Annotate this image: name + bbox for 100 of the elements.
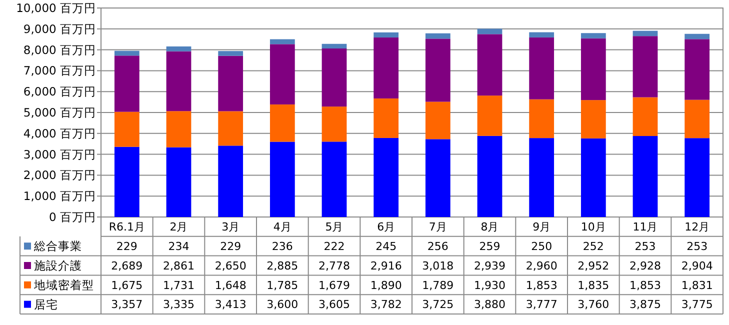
bar — [529, 32, 554, 38]
data-label: 2,778 — [318, 259, 350, 272]
bar — [322, 142, 347, 217]
data-label: 236 — [272, 240, 293, 253]
data-label: 259 — [479, 240, 500, 253]
bar — [166, 51, 192, 112]
bar — [166, 147, 192, 217]
data-label: 2,960 — [526, 259, 558, 272]
x-tick-label: 9月 — [532, 220, 551, 234]
bar — [270, 104, 295, 142]
bar — [374, 98, 399, 138]
bar — [166, 46, 192, 52]
y-tick-label: 4,000 百万円 — [23, 126, 96, 140]
data-label: 2,916 — [370, 259, 402, 272]
legend-label: 居宅 — [34, 297, 58, 312]
bar — [166, 111, 192, 148]
bar — [684, 138, 710, 217]
x-tick-label: 8月 — [480, 220, 499, 234]
bar — [580, 33, 606, 38]
data-label: 3,413 — [214, 298, 246, 312]
data-label: 222 — [324, 240, 345, 253]
y-tick-label: 6,000 百万円 — [23, 84, 96, 99]
bar — [114, 56, 140, 112]
x-tick-label: 2月 — [170, 220, 188, 234]
data-label: 3,880 — [474, 298, 506, 312]
data-label: 3,760 — [578, 298, 610, 312]
bar — [218, 146, 244, 217]
y-tick-label: 1,000 百万円 — [23, 189, 96, 204]
y-tick-label: 8,000 百万円 — [23, 42, 96, 57]
y-tick-label: 10,000 百万円 — [16, 1, 96, 16]
x-tick-label: R6.1月 — [108, 220, 145, 234]
data-label: 2,689 — [111, 259, 143, 272]
data-label: 253 — [686, 240, 708, 253]
bar — [477, 34, 502, 96]
x-tick-label: 11月 — [632, 220, 658, 234]
data-label: 1,930 — [474, 278, 506, 292]
data-label: 3,018 — [422, 259, 454, 272]
data-label: 234 — [168, 240, 190, 253]
bar — [580, 38, 606, 100]
y-tick-label: 7,000 百万円 — [23, 64, 96, 78]
data-label: 250 — [531, 240, 552, 253]
x-tick-label: 4月 — [273, 220, 292, 234]
bar — [632, 97, 658, 136]
y-tick-label: 0 百万円 — [49, 210, 96, 224]
y-tick-label: 9,000 百万円 — [23, 22, 96, 36]
bar — [218, 56, 244, 112]
data-label: 1,675 — [111, 278, 143, 292]
x-tick-label: 6月 — [377, 220, 396, 234]
data-label: 253 — [634, 240, 656, 253]
data-label: 3,782 — [370, 298, 402, 312]
data-label: 3,725 — [422, 298, 454, 312]
bar — [374, 32, 399, 38]
data-label: 1,835 — [578, 278, 610, 292]
bar — [632, 136, 658, 217]
data-label: 3,875 — [630, 298, 661, 312]
data-label: 1,890 — [370, 278, 402, 292]
bar — [218, 111, 244, 146]
data-label: 1,731 — [163, 278, 194, 292]
data-label: 229 — [116, 240, 138, 253]
data-label: 3,777 — [526, 298, 558, 312]
data-label: 3,357 — [111, 298, 143, 312]
bar — [477, 28, 502, 34]
legend-label: 総合事業 — [33, 239, 82, 254]
bar — [270, 44, 295, 104]
data-label: 3,775 — [681, 298, 713, 312]
bar — [632, 30, 658, 36]
data-label: 1,789 — [422, 278, 454, 292]
data-label: 2,650 — [214, 259, 246, 272]
data-label: 1,831 — [681, 278, 713, 292]
data-label: 1,648 — [214, 278, 246, 292]
bar — [425, 139, 450, 217]
bar — [425, 38, 450, 102]
bar — [218, 51, 244, 56]
data-label: 3,335 — [163, 298, 194, 312]
bar — [529, 99, 554, 138]
data-label: 229 — [220, 240, 242, 253]
bar — [580, 138, 606, 217]
bar — [529, 37, 554, 100]
y-tick-label: 2,000 百万円 — [23, 168, 96, 182]
bar — [374, 38, 399, 98]
bar — [270, 142, 295, 217]
data-label: 2,885 — [266, 259, 298, 272]
bar — [477, 96, 502, 136]
bar — [114, 146, 140, 217]
x-tick-label: 7月 — [428, 220, 447, 234]
x-tick-label: 3月 — [222, 220, 240, 234]
data-label: 252 — [582, 240, 604, 253]
bar — [270, 39, 295, 44]
bar — [114, 50, 140, 56]
legend-label: 地域密着型 — [33, 278, 94, 292]
data-label: 2,928 — [630, 259, 661, 272]
x-tick-label: 5月 — [325, 220, 344, 234]
data-label: 2,904 — [681, 259, 713, 272]
data-label: 2,861 — [163, 259, 194, 272]
bar — [477, 136, 502, 217]
bar — [322, 48, 347, 107]
bar — [580, 100, 606, 138]
data-label: 2,952 — [578, 259, 610, 272]
y-tick-label: 3,000 百万円 — [23, 147, 96, 162]
bar — [529, 138, 554, 217]
